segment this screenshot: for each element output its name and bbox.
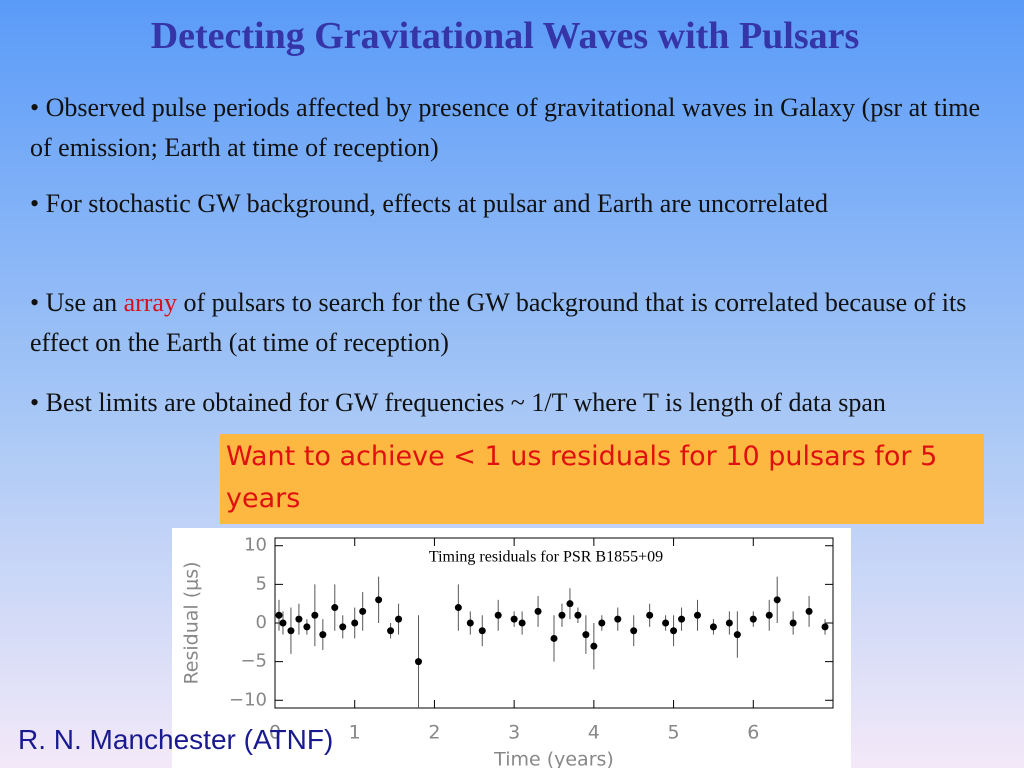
x-tick-label: 4 xyxy=(588,722,600,744)
data-point xyxy=(275,611,283,619)
bullet: • Use an array of pulsars to search for … xyxy=(30,283,990,363)
data-point xyxy=(279,619,287,627)
data-point xyxy=(678,615,686,623)
bullet-text: of pulsars to search for the GW backgrou… xyxy=(30,288,967,357)
bullet-text: • Observed pulse periods affected by pre… xyxy=(30,93,981,162)
data-point xyxy=(598,619,606,627)
data-point xyxy=(534,607,542,615)
data-point xyxy=(510,615,518,623)
chart: Timing residuals for PSR B1855+09 Residu… xyxy=(172,528,851,768)
data-point xyxy=(359,607,367,615)
data-point xyxy=(821,623,829,631)
data-point xyxy=(709,623,717,631)
x-tick-label: 5 xyxy=(668,722,680,744)
data-point xyxy=(574,611,582,619)
data-point xyxy=(375,596,383,604)
y-tick-label: −5 xyxy=(240,651,267,672)
highlight-word: array xyxy=(123,288,177,317)
x-tick-label: 2 xyxy=(428,722,440,744)
data-point xyxy=(395,615,403,623)
x-tick-label: 0 xyxy=(269,722,281,744)
data-point xyxy=(414,658,422,666)
data-point xyxy=(387,627,395,635)
footer-author: R. N. Manchester (ATNF) xyxy=(18,724,334,755)
y-axis-label: Residual (μs) xyxy=(181,561,203,684)
data-point xyxy=(558,611,566,619)
bullet-text: • Best limits are obtained for GW freque… xyxy=(30,388,886,417)
data-point xyxy=(630,627,638,635)
data-point xyxy=(550,634,558,642)
data-point xyxy=(582,631,590,639)
data-point xyxy=(733,631,741,639)
data-point xyxy=(331,604,339,612)
data-point xyxy=(518,619,526,627)
data-point xyxy=(662,619,670,627)
bullet: • Observed pulse periods affected by pre… xyxy=(30,88,990,168)
y-tick-label: 10 xyxy=(244,535,267,556)
data-point xyxy=(478,627,486,635)
data-point xyxy=(670,627,678,635)
data-point xyxy=(339,623,347,631)
data-point xyxy=(287,627,295,635)
data-point xyxy=(454,604,462,612)
data-point xyxy=(566,600,574,608)
data-point xyxy=(303,623,311,631)
data-point xyxy=(749,615,757,623)
data-point xyxy=(466,619,474,627)
data-point xyxy=(789,619,797,627)
bullet: • For stochastic GW background, effects … xyxy=(30,184,990,224)
y-tick-label: 0 xyxy=(256,612,267,633)
slide-title: Detecting Gravitational Waves with Pulsa… xyxy=(150,15,860,57)
data-point xyxy=(295,615,303,623)
data-point xyxy=(614,615,622,623)
y-tick-label: 5 xyxy=(256,573,267,594)
chart-title: Timing residuals for PSR B1855+09 xyxy=(429,549,663,566)
y-tick-label: −10 xyxy=(229,689,267,710)
data-point xyxy=(765,611,773,619)
bullet: • Best limits are obtained for GW freque… xyxy=(30,383,990,423)
bullet-text: • For stochastic GW background, effects … xyxy=(30,189,828,218)
data-point xyxy=(590,642,598,650)
data-point xyxy=(646,611,654,619)
data-point xyxy=(319,631,327,639)
x-tick-label: 6 xyxy=(747,722,759,744)
data-point xyxy=(693,611,701,619)
x-tick-label: 3 xyxy=(508,722,520,744)
data-point xyxy=(805,607,813,615)
data-point xyxy=(351,619,359,627)
bullet-text: • Use an xyxy=(30,288,124,317)
x-tick-label: 1 xyxy=(349,722,361,744)
data-point xyxy=(494,611,502,619)
x-axis-label: Time (years) xyxy=(493,749,614,768)
callout-box: Want to achieve < 1 us residuals for 10 … xyxy=(220,434,984,524)
data-point xyxy=(725,619,733,627)
data-point xyxy=(773,596,781,604)
data-point xyxy=(311,611,319,619)
